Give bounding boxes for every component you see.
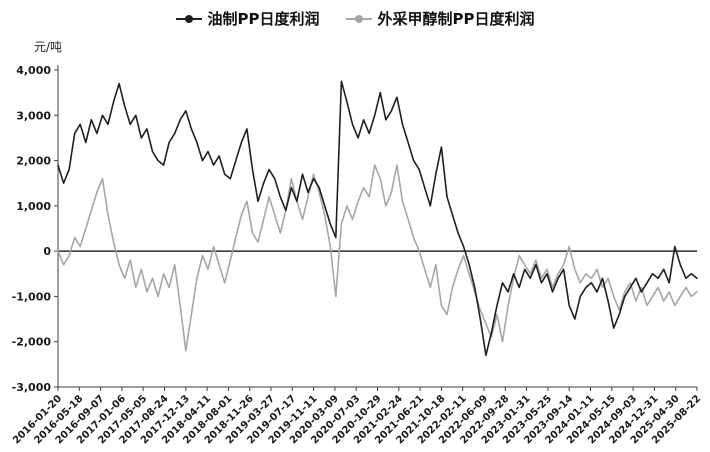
series-line-1 [57, 164, 698, 352]
y-tick-label: -1,000 [12, 290, 52, 303]
y-tick-label: 4,000 [16, 64, 51, 77]
legend-marker-methanol-icon [345, 13, 372, 25]
legend-item-methanol-pp: 外采甲醇制PP日度利润 [345, 8, 535, 29]
legend-label-methanol-pp: 外采甲醇制PP日度利润 [377, 10, 535, 28]
legend-item-oil-pp: 油制PP日度利润 [175, 8, 320, 29]
legend-label-oil-pp: 油制PP日度利润 [207, 10, 320, 28]
y-tick-label: -2,000 [12, 336, 52, 349]
y-tick-label: 3,000 [16, 109, 51, 122]
y-axis-unit-label: 元/吨 [34, 40, 63, 54]
y-tick-label: -3,000 [12, 381, 52, 394]
chart-legend: 油制PP日度利润 外采甲醇制PP日度利润 [0, 8, 710, 29]
legend-marker-oil-icon [175, 13, 202, 25]
y-tick-label: 2,000 [16, 155, 51, 168]
y-tick-label: 0 [43, 245, 51, 258]
series-line-0 [57, 80, 698, 357]
y-tick-label: 1,000 [16, 200, 51, 213]
